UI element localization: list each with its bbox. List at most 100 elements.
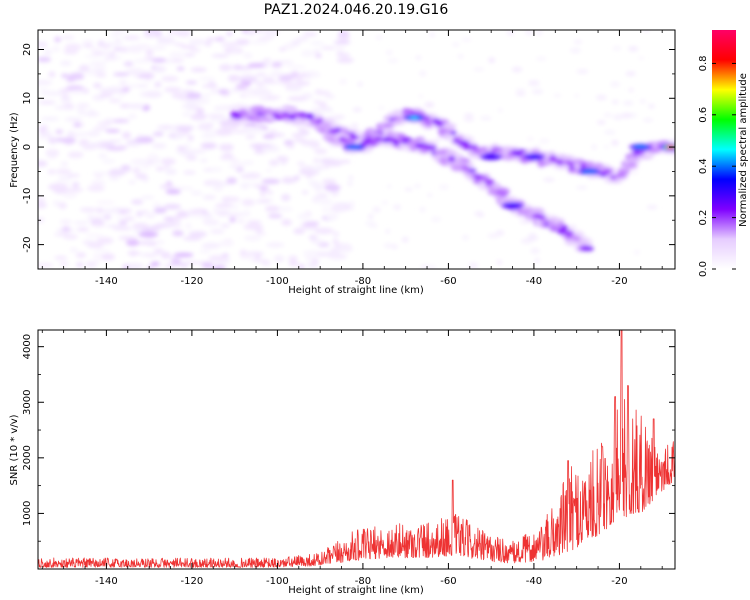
snr-y-axis-label: SNR (10 * v/v) xyxy=(9,414,20,485)
spectrogram-cell xyxy=(113,47,122,51)
spectrogram-cell xyxy=(89,46,101,52)
spectrogram-cell xyxy=(438,184,449,191)
spectrogram-cell xyxy=(243,223,264,231)
spectrogram-cell xyxy=(254,148,265,155)
spectrogram-cell xyxy=(57,175,72,181)
spectrogram-cell xyxy=(199,249,211,254)
spectrogram-cell xyxy=(114,39,122,43)
spectrogram-cell xyxy=(87,184,105,192)
spectrogram-cell xyxy=(121,131,132,140)
spectrogram-cell xyxy=(565,160,575,166)
spectrogram-cell xyxy=(96,200,116,205)
spectrogram-cell xyxy=(91,171,109,176)
spectrogram-cell xyxy=(189,209,204,215)
spectrogram-cell xyxy=(43,90,61,97)
spectrogram-cell xyxy=(156,39,177,45)
spectrogram-cell xyxy=(262,134,276,140)
spectrogram-cell xyxy=(415,55,422,61)
snr-x-axis: -140 -120 -100 -80 -60 -40 -20 xyxy=(41,330,663,587)
spectrogram-cell xyxy=(226,177,238,185)
spectrogram-cell xyxy=(287,96,308,102)
spectrogram-cell xyxy=(287,65,307,69)
spectrogram-cell xyxy=(152,157,161,165)
spectrogram-cell xyxy=(172,230,184,237)
spectrogram-cell xyxy=(569,47,581,54)
spectrogram-cell xyxy=(59,88,72,94)
spectrogram-cell xyxy=(154,81,162,88)
spectrogram-cell xyxy=(368,140,378,146)
snr-x-tick-label: -120 xyxy=(181,576,204,587)
spectrogram-cell xyxy=(235,66,253,70)
snr-x-tick-label: -20 xyxy=(611,576,627,587)
spectrogram-cell xyxy=(220,41,240,47)
spectrogram-cell xyxy=(621,112,633,119)
spectrogram-cell xyxy=(62,226,71,233)
spectrogram-cell xyxy=(288,255,298,262)
spectrogram-cell xyxy=(230,49,240,55)
spectrogram-cell xyxy=(298,264,305,269)
figure-title: PAZ1.2024.046.20.19.G16 xyxy=(264,2,449,18)
spectrogram-cell xyxy=(220,224,230,228)
spectrogram-cell xyxy=(185,80,198,85)
spectrogram-cell xyxy=(575,186,588,190)
spectrogram-cell xyxy=(267,213,283,219)
spectrogram-cell xyxy=(529,155,538,159)
snr-x-tick-label: -60 xyxy=(440,576,456,587)
spectrogram-cell xyxy=(87,214,95,221)
colorbar-tick-label: 0.0 xyxy=(698,261,709,277)
spectrogram-cell xyxy=(164,263,178,268)
spectrogram-cell xyxy=(484,179,495,185)
spectrogram-cell xyxy=(132,167,141,174)
spectrogram-cell xyxy=(298,129,310,136)
spectrogram-cell xyxy=(65,85,85,92)
spectrogram-cell xyxy=(235,38,250,45)
colorbar: 0.0 0.2 0.4 0.6 0.8 Normalized spectral ampl… xyxy=(698,30,749,277)
spectrogram-cell xyxy=(64,117,83,122)
spectrogram-cell xyxy=(241,30,250,34)
spectrogram-cell xyxy=(203,93,210,98)
spectrogram-cell xyxy=(64,43,82,51)
spectrogram-cell xyxy=(381,200,388,205)
spectrogram-cell xyxy=(303,32,318,37)
spectrogram-cell xyxy=(266,242,285,248)
spectrogram-cell xyxy=(457,134,464,141)
spectrogram-cell xyxy=(209,181,230,187)
spectrogram-cell xyxy=(215,105,230,109)
spectrogram-cell xyxy=(254,74,275,79)
spectrogram-cell xyxy=(357,82,363,87)
spectrogram-cell xyxy=(290,39,301,47)
spectrogram-cell xyxy=(200,142,217,150)
spectrogram-cell xyxy=(257,36,274,40)
spectrogram-cell xyxy=(338,30,350,37)
spectrogram-cell xyxy=(141,166,150,170)
spectrogram-cell xyxy=(463,113,474,118)
colorbar-tick-label: 0.4 xyxy=(698,158,709,174)
spectrogram-cell xyxy=(153,207,167,214)
spectrogram-cell xyxy=(487,233,500,239)
spectrogram-cell xyxy=(38,217,45,223)
spectrogram-cell xyxy=(332,45,346,50)
spectrogram-cell xyxy=(301,190,309,195)
spectrogram-cell xyxy=(43,49,53,56)
spectrogram-cell xyxy=(188,38,207,46)
spectrogram-cell xyxy=(217,89,229,94)
spectrogram-cell xyxy=(100,208,118,213)
spectrogram-cell xyxy=(219,155,235,161)
spectrogram-cell xyxy=(91,222,105,228)
spectrogram-cell xyxy=(300,139,320,147)
spectrogram-cell xyxy=(462,234,469,241)
spectrogram-cell xyxy=(181,89,195,94)
spectrogram-cell xyxy=(152,132,164,137)
spectrogram-cell xyxy=(385,50,393,55)
spectrogram-cell xyxy=(101,159,116,164)
spectrogram-cell xyxy=(95,72,107,78)
spectrogram-cell xyxy=(56,184,67,189)
spectrogram-cell xyxy=(634,249,640,255)
spectrogram-cell xyxy=(321,208,332,212)
spectrogram-cell xyxy=(173,42,185,47)
spectrogram-cell xyxy=(68,72,85,81)
spectrogram-cell xyxy=(58,202,67,210)
spectrogram-x-tick-label: -20 xyxy=(611,276,627,287)
spectrogram-cell xyxy=(625,71,636,77)
